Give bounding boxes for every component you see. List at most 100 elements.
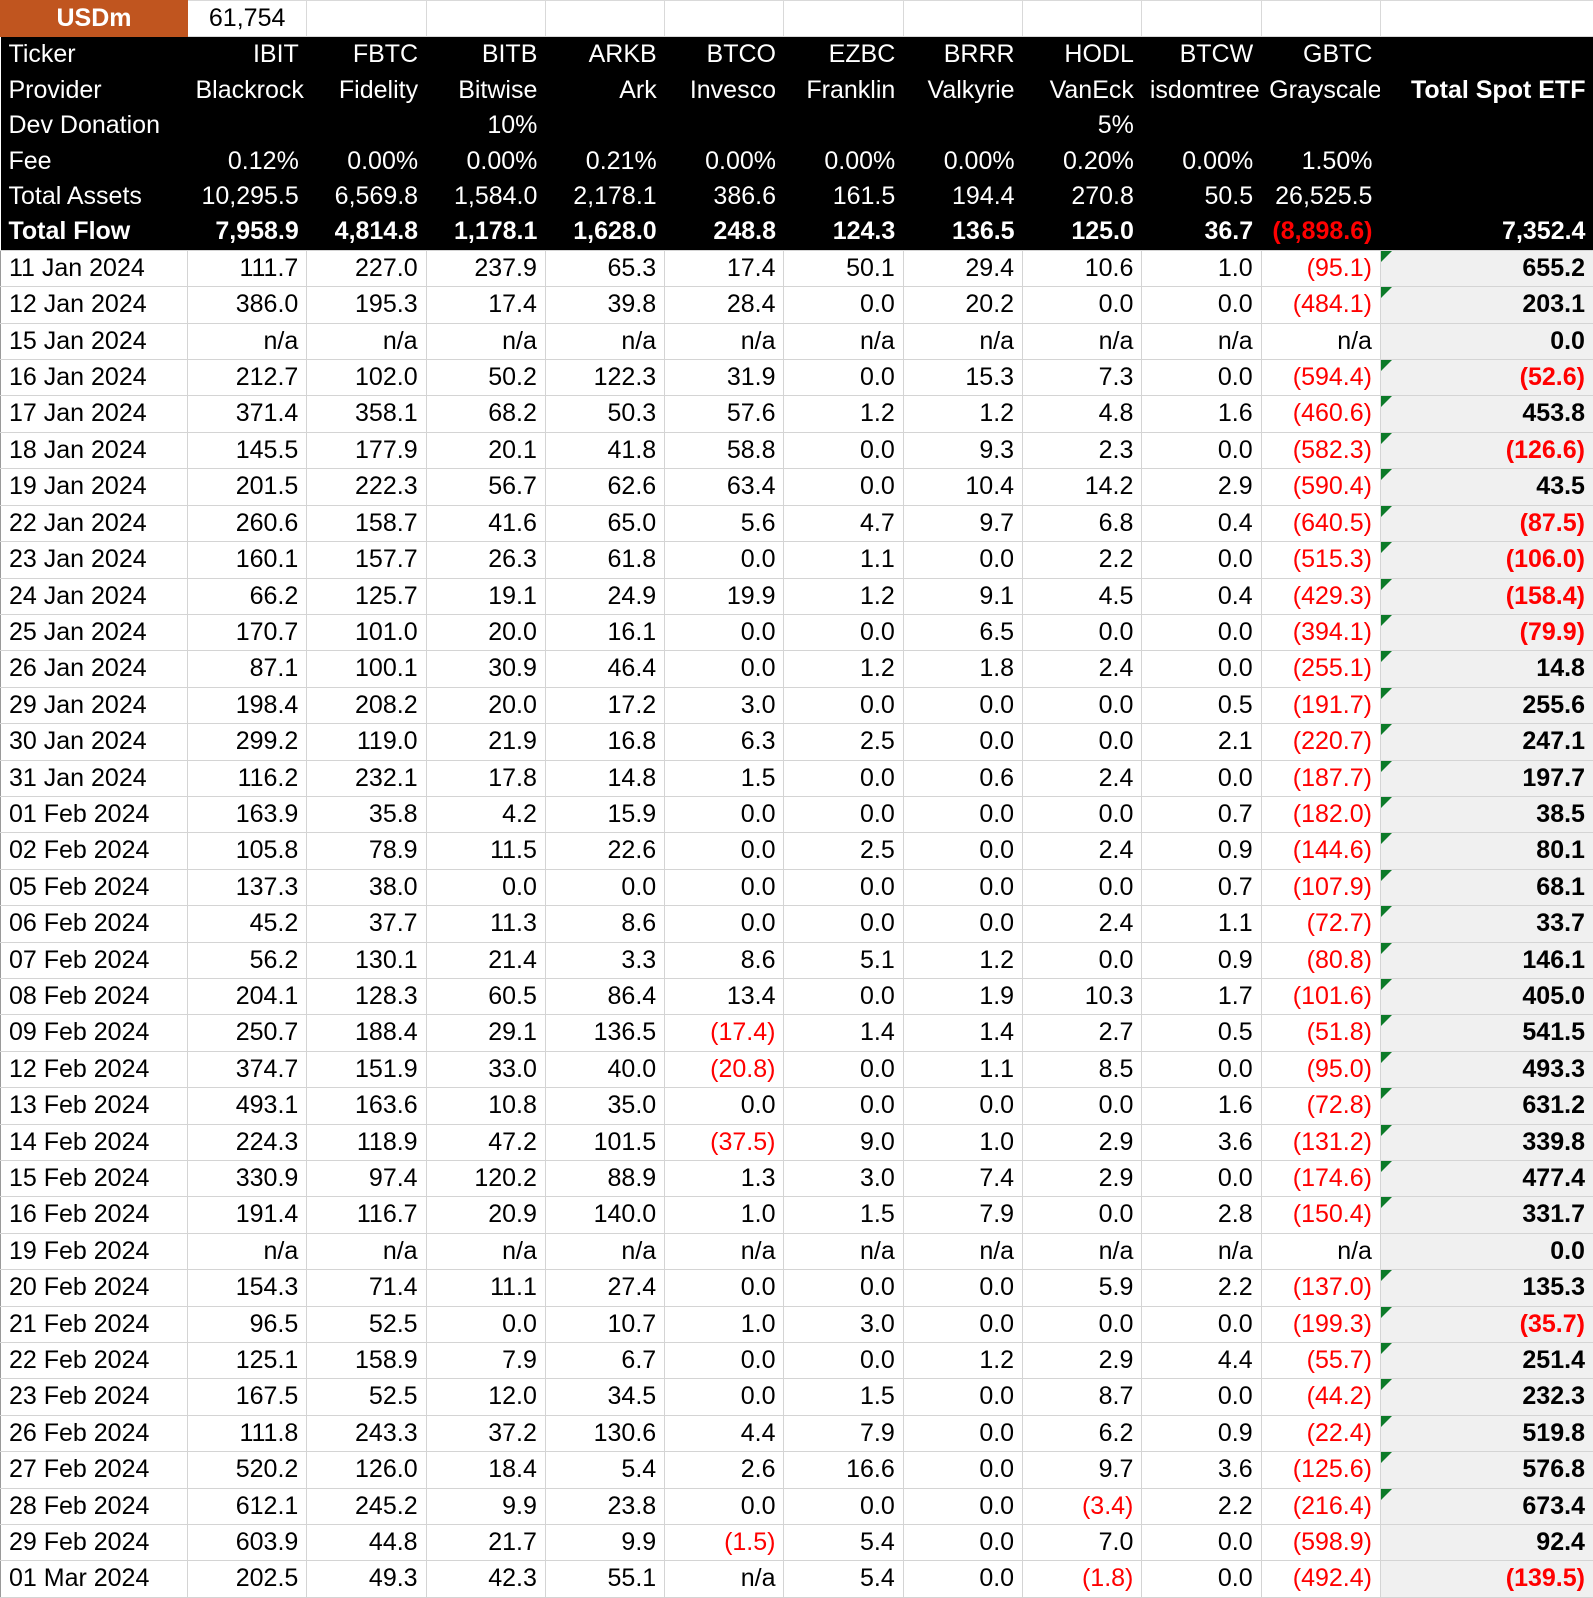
flow-cell: 2.4 (1023, 833, 1142, 869)
flow-cell: 0.0 (903, 1270, 1022, 1306)
flow-cell: 12.0 (426, 1379, 545, 1415)
flow-cell: 116.7 (307, 1197, 426, 1233)
flow-cell: n/a (1261, 1233, 1380, 1269)
flow-cell: 0.0 (1142, 360, 1261, 396)
flow-cell: 1.0 (903, 1124, 1022, 1160)
flow-cell: 40.0 (545, 1051, 664, 1087)
unit-band-blank (903, 1, 1022, 37)
flow-cell: (72.8) (1261, 1088, 1380, 1124)
flow-cell: 0.0 (1023, 942, 1142, 978)
flow-cell: 116.2 (188, 760, 307, 796)
row-total-cell: (79.9) (1380, 614, 1593, 650)
row-total-cell: (52.6) (1380, 360, 1593, 396)
row-date: 28 Feb 2024 (1, 1488, 188, 1524)
flow-cell: 33.0 (426, 1051, 545, 1087)
flow-cell: 39.8 (545, 287, 664, 323)
flow-cell: 0.0 (784, 614, 903, 650)
flow-cell: 0.5 (1142, 687, 1261, 723)
flow-cell: 204.1 (188, 978, 307, 1014)
flow-cell: 37.2 (426, 1415, 545, 1451)
flow-cell: (594.4) (1261, 360, 1380, 396)
flow-cell: 163.6 (307, 1088, 426, 1124)
flow-cell: 145.5 (188, 432, 307, 468)
header-cell: 26,525.5 (1261, 179, 1380, 214)
flow-cell: 202.5 (188, 1561, 307, 1597)
header-cell: 10% (426, 108, 545, 143)
flow-cell: 122.3 (545, 360, 664, 396)
flow-cell: 17.4 (665, 250, 784, 286)
flow-cell: 0.0 (903, 906, 1022, 942)
flow-cell: 58.8 (665, 432, 784, 468)
flow-cell: 245.2 (307, 1488, 426, 1524)
flow-cell: 1.2 (784, 651, 903, 687)
row-date: 26 Jan 2024 (1, 651, 188, 687)
flow-cell: 0.0 (1023, 287, 1142, 323)
row-date: 16 Feb 2024 (1, 1197, 188, 1233)
flow-cell: 65.0 (545, 505, 664, 541)
flow-cell: 0.0 (784, 1343, 903, 1379)
flow-cell: 7.9 (903, 1197, 1022, 1233)
row-total-cell: 339.8 (1380, 1124, 1593, 1160)
flow-cell: 222.3 (307, 469, 426, 505)
row-total-cell: 655.2 (1380, 250, 1593, 286)
flow-cell: 100.1 (307, 651, 426, 687)
flow-cell: 11.5 (426, 833, 545, 869)
flow-cell: (72.7) (1261, 906, 1380, 942)
flow-cell: 50.3 (545, 396, 664, 432)
header-cell: 6,569.8 (307, 179, 426, 214)
header-cell: 1.50% (1261, 144, 1380, 179)
flow-cell: 160.1 (188, 542, 307, 578)
flow-cell: 21.7 (426, 1525, 545, 1561)
flow-cell: 0.0 (903, 1415, 1022, 1451)
flow-cell: (80.8) (1261, 942, 1380, 978)
flow-cell: 177.9 (307, 432, 426, 468)
flow-cell: n/a (903, 1233, 1022, 1269)
flow-cell: 0.0 (1142, 1051, 1261, 1087)
flow-cell: n/a (426, 323, 545, 359)
header-cell: 0.00% (784, 144, 903, 179)
unit-band-blank (665, 1, 784, 37)
row-total-cell: 0.0 (1380, 1233, 1593, 1269)
flow-cell: 7.4 (903, 1161, 1022, 1197)
flow-cell: 6.8 (1023, 505, 1142, 541)
flow-cell: 56.7 (426, 469, 545, 505)
